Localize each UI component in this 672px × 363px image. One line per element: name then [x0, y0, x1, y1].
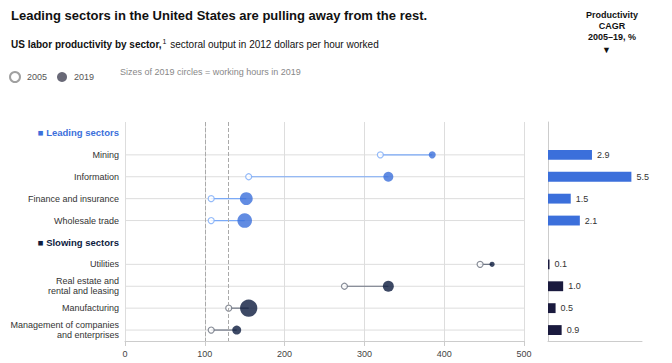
- svg-text:▼: ▼: [602, 45, 611, 55]
- svg-text:1.5: 1.5: [576, 194, 589, 204]
- svg-text:200: 200: [277, 349, 292, 359]
- svg-text:5.5: 5.5: [636, 172, 649, 182]
- svg-text:Finance and insurance: Finance and insurance: [28, 194, 119, 204]
- svg-text:1: 1: [163, 38, 167, 45]
- svg-text:2005: 2005: [27, 72, 47, 82]
- svg-text:2.1: 2.1: [585, 216, 598, 226]
- svg-text:100: 100: [197, 349, 212, 359]
- svg-text:1.0: 1.0: [568, 281, 581, 291]
- svg-text:Wholesale trade: Wholesale trade: [54, 216, 119, 226]
- svg-text:400: 400: [437, 349, 452, 359]
- svg-text:■ Slowing sectors: ■ Slowing sectors: [38, 237, 119, 248]
- svg-text:0.1: 0.1: [555, 259, 568, 269]
- svg-text:Mining: Mining: [92, 150, 119, 160]
- svg-text:300: 300: [357, 349, 372, 359]
- svg-text:2005–19, %: 2005–19, %: [588, 32, 636, 42]
- svg-text:rental and leasing: rental and leasing: [48, 286, 119, 296]
- svg-text:Productivity: Productivity: [586, 10, 638, 20]
- svg-text:US labor productivity by secto: US labor productivity by sector,: [11, 39, 162, 50]
- svg-text:0: 0: [122, 349, 127, 359]
- svg-text:Utilities: Utilities: [90, 259, 120, 269]
- svg-text:Real estate and: Real estate and: [56, 276, 119, 286]
- svg-text:2019: 2019: [74, 72, 94, 82]
- svg-text:Management of companies: Management of companies: [10, 320, 119, 330]
- svg-text:2.9: 2.9: [597, 150, 610, 160]
- svg-text:■ Leading sectors: ■ Leading sectors: [38, 127, 119, 138]
- svg-text:0.9: 0.9: [567, 325, 580, 335]
- svg-text:Information: Information: [74, 172, 119, 182]
- svg-text:sectoral output in 2012 dollar: sectoral output in 2012 dollars per hour…: [167, 39, 378, 50]
- svg-text:500: 500: [516, 349, 531, 359]
- svg-text:Sizes of 2019 circles = workin: Sizes of 2019 circles = working hours in…: [120, 67, 301, 77]
- svg-text:and enterprises: and enterprises: [57, 330, 120, 340]
- svg-text:Leading sectors in the United: Leading sectors in the United States are…: [11, 8, 427, 23]
- svg-text:CAGR: CAGR: [599, 21, 626, 31]
- svg-text:0.5: 0.5: [561, 303, 574, 313]
- svg-text:Manufacturing: Manufacturing: [62, 303, 119, 313]
